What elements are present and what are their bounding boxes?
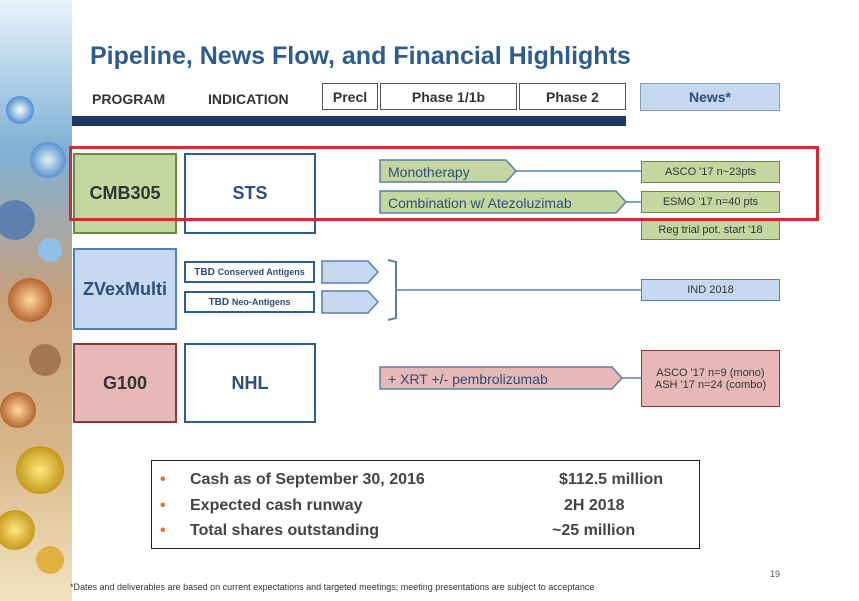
financial-row-shares: • Total shares outstanding ~25 million <box>152 522 699 547</box>
indication-header: INDICATION <box>208 91 289 107</box>
arrow-neo <box>321 290 380 314</box>
arm-combination-label: Combination w/ Atezoluzimab <box>388 195 572 211</box>
financial-row-cash: • Cash as of September 30, 2016 $112.5 m… <box>152 471 699 496</box>
arm-monotherapy-label: Monotherapy <box>388 164 470 180</box>
arrow-g100 <box>379 366 624 390</box>
phase-header-1-1b: Phase 1/1b <box>380 83 517 110</box>
cmb305-highlight-frame <box>69 146 819 221</box>
arm-g100-label: + XRT +/- pembrolizumab <box>388 371 548 387</box>
footnote: *Dates and deliverables are based on cur… <box>70 582 595 592</box>
financial-value-runway: 2H 2018 <box>564 497 625 514</box>
indication-neo-name: Neo-Antigens <box>231 297 291 307</box>
news-g100-asco: ASCO '17 n=9 (mono) <box>656 366 765 379</box>
news-header: News* <box>640 83 780 111</box>
phase-header-precl: Precl <box>322 83 378 110</box>
indication-nhl: NHL <box>184 343 316 423</box>
indication-conserved-name: Conserved Antigens <box>217 267 305 277</box>
decorative-side-art <box>0 0 72 601</box>
program-g100: G100 <box>73 343 177 423</box>
arrow-combination <box>379 190 628 214</box>
financial-label-cash: Cash as of September 30, 2016 <box>190 471 425 488</box>
financial-value-shares: ~25 million <box>552 522 636 539</box>
arrow-conserved <box>321 260 380 284</box>
bullet-icon: • <box>160 471 166 488</box>
phase-header-2: Phase 2 <box>519 83 626 110</box>
arrow-monotherapy <box>379 159 518 183</box>
bullet-icon: • <box>160 497 166 514</box>
news-g100: ASCO '17 n=9 (mono) ASH '17 n=24 (combo) <box>641 350 780 407</box>
header-divider-bar <box>72 116 626 126</box>
page-number: 19 <box>770 569 781 579</box>
financial-label-runway: Expected cash runway <box>190 497 363 514</box>
bullet-icon: • <box>160 522 166 539</box>
financial-label-shares: Total shares outstanding <box>190 522 380 539</box>
program-zvexmulti: ZVexMulti <box>73 248 177 330</box>
indication-neo-prefix: TBD <box>208 296 230 308</box>
indication-conserved-prefix: TBD <box>194 266 215 278</box>
news-cmb305-asco: ASCO '17 n~23pts <box>641 161 780 183</box>
news-zvex-ind: IND 2018 <box>641 279 780 301</box>
financial-value-cash: $112.5 million <box>559 471 664 488</box>
program-header: PROGRAM <box>92 91 166 107</box>
news-cmb305-reg-trial: Reg trial pot. start '18 <box>641 220 780 240</box>
page-title: Pipeline, News Flow, and Financial Highl… <box>90 42 631 70</box>
financial-row-runway: • Expected cash runway 2H 2018 <box>152 497 699 522</box>
indication-conserved-antigens: TBD Conserved Antigens <box>184 261 315 283</box>
news-cmb305-esmo: ESMO '17 n=40 pts <box>641 191 780 213</box>
financial-highlights-box: • Cash as of September 30, 2016 $112.5 m… <box>151 460 700 549</box>
news-g100-ash: ASH '17 n=24 (combo) <box>654 378 767 391</box>
bracket-zvex <box>387 259 397 321</box>
indication-neo-antigens: TBD Neo-Antigens <box>184 291 315 313</box>
